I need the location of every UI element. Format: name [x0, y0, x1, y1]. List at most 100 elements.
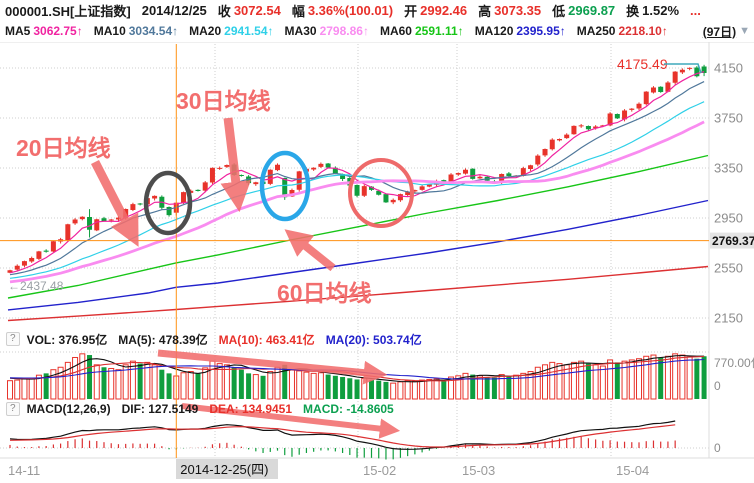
candle-down	[614, 114, 620, 119]
volume-bar-down	[441, 380, 447, 399]
dea-value: DEA: 134.9451	[209, 402, 293, 416]
candle-up	[29, 258, 35, 262]
legend-item: MA250	[576, 24, 616, 38]
candle-down	[195, 189, 201, 191]
volume-bar-down	[231, 367, 237, 399]
macd-info-bar: ? MACD(12,26,9) DIF: 127.5149 DEA: 134.9451…	[6, 401, 405, 417]
annotation-arrow	[181, 403, 401, 439]
volume-bar-up	[578, 360, 585, 400]
volume-bar-up	[129, 360, 136, 400]
candle-down	[246, 176, 252, 184]
candle-up	[296, 171, 302, 190]
candle-up	[542, 149, 548, 156]
candle-down	[354, 185, 360, 196]
volume-bar-up	[151, 364, 158, 400]
volume-bar-up	[180, 372, 187, 400]
high-value: 3073.35	[494, 3, 542, 18]
volume-bar-up	[79, 353, 86, 400]
volume-bar-down	[701, 356, 707, 399]
volume-bar-down	[354, 379, 360, 399]
volume-bar-up	[115, 369, 122, 400]
volume-bar-up	[108, 367, 115, 400]
annotation-circle-blue	[259, 150, 311, 222]
volume-bar-down	[694, 358, 700, 399]
candle-up	[629, 108, 635, 110]
volume-bar-down	[43, 373, 49, 399]
annotation-arrow	[157, 349, 388, 385]
candle-up	[448, 174, 454, 183]
candle-up	[636, 103, 642, 109]
candle-up	[564, 134, 570, 139]
volume-bar-down	[470, 374, 476, 399]
y-axis-tick: 2950	[714, 211, 743, 226]
volume-bar-up	[64, 361, 71, 400]
volume-bar-up	[570, 361, 577, 400]
volume-bar-up	[686, 356, 693, 400]
volume-bar-down	[383, 381, 389, 399]
chevron-down-icon[interactable]: ▼	[739, 25, 750, 37]
candle-down	[332, 167, 338, 174]
volume-bar-down	[658, 357, 664, 399]
vol-ma5: MA(5): 478.39亿	[118, 332, 208, 347]
ma-legend-bar: MA5 3062.75↑ MA10 3034.54↑ MA20 2941.54↑ MA30 2…	[5, 21, 750, 41]
volume-bar-up	[419, 379, 426, 400]
candle-up	[556, 139, 562, 141]
candle-up	[289, 190, 295, 197]
volume-bar-up	[520, 372, 527, 400]
candle-up	[528, 165, 534, 169]
turnover-label: 换	[626, 4, 640, 19]
volume-bar-up	[672, 353, 679, 400]
dif-value: DIF: 127.5149	[121, 402, 199, 416]
close-label: 收	[217, 4, 231, 19]
volume-bar-up	[57, 366, 64, 400]
volume-bar-up	[28, 377, 35, 400]
volume-bar-up	[607, 359, 614, 400]
legend-item: MA30	[284, 24, 317, 38]
ma20-annotation-label: 20日均线	[16, 135, 111, 161]
volume-bar-down	[238, 369, 244, 399]
symbol-title: 000001.SH[上证指数]	[5, 4, 131, 19]
chart-area[interactable]: 4150 3750 3350 2950 2550 2150 770.00亿 0 0 2769.37…	[0, 42, 754, 483]
volume-bar-up	[650, 354, 657, 400]
volume-bar-up	[7, 380, 13, 400]
volume-bar-up	[144, 361, 151, 400]
volume-bar-down	[347, 378, 353, 399]
volume-bar-up	[404, 380, 411, 400]
volume-bar-down	[491, 377, 497, 399]
volume-bar-down	[195, 373, 201, 399]
candle-up	[687, 67, 693, 69]
legend-item: 2591.11↑	[414, 24, 464, 38]
volume-bar-up	[361, 377, 368, 400]
volume-bar-down	[369, 380, 374, 399]
crosshair-date-box	[175, 459, 278, 479]
volume-bar-down	[137, 363, 143, 399]
annotation-arrow	[220, 117, 251, 213]
candle-down	[694, 67, 700, 77]
candle-down	[282, 178, 288, 198]
candle-up	[397, 194, 403, 201]
help-icon[interactable]: ?	[6, 402, 20, 416]
candle-up	[672, 71, 678, 83]
volume-bar-up	[303, 371, 310, 400]
annotations: 20日均线 30日均线 60日均线	[16, 88, 414, 439]
volume-bar-up	[621, 360, 628, 400]
y-axis-tick: 3750	[714, 111, 743, 126]
ma250-line	[7, 265, 709, 322]
open-label: 开	[404, 4, 418, 19]
legend-item: MA60	[379, 24, 412, 38]
candle-up	[72, 219, 78, 224]
volume-bar-up	[679, 354, 686, 400]
candle-up	[14, 265, 20, 270]
candle-up	[152, 195, 158, 199]
y-axis-tick: 3350	[714, 161, 743, 176]
candle-up	[600, 125, 606, 127]
x-axis-labels: 14-11 15-02 15-03 15-04 2014-12-25(四)	[8, 459, 649, 479]
help-icon[interactable]: ?	[6, 332, 20, 346]
candle-up	[412, 190, 418, 192]
volume-bar-up	[426, 378, 433, 400]
candle-up	[50, 241, 56, 252]
volume-bar-up	[122, 364, 129, 400]
volume-bar-up	[448, 376, 455, 400]
candle-up	[65, 224, 71, 240]
range-dropdown[interactable]: (97日)	[702, 24, 737, 39]
